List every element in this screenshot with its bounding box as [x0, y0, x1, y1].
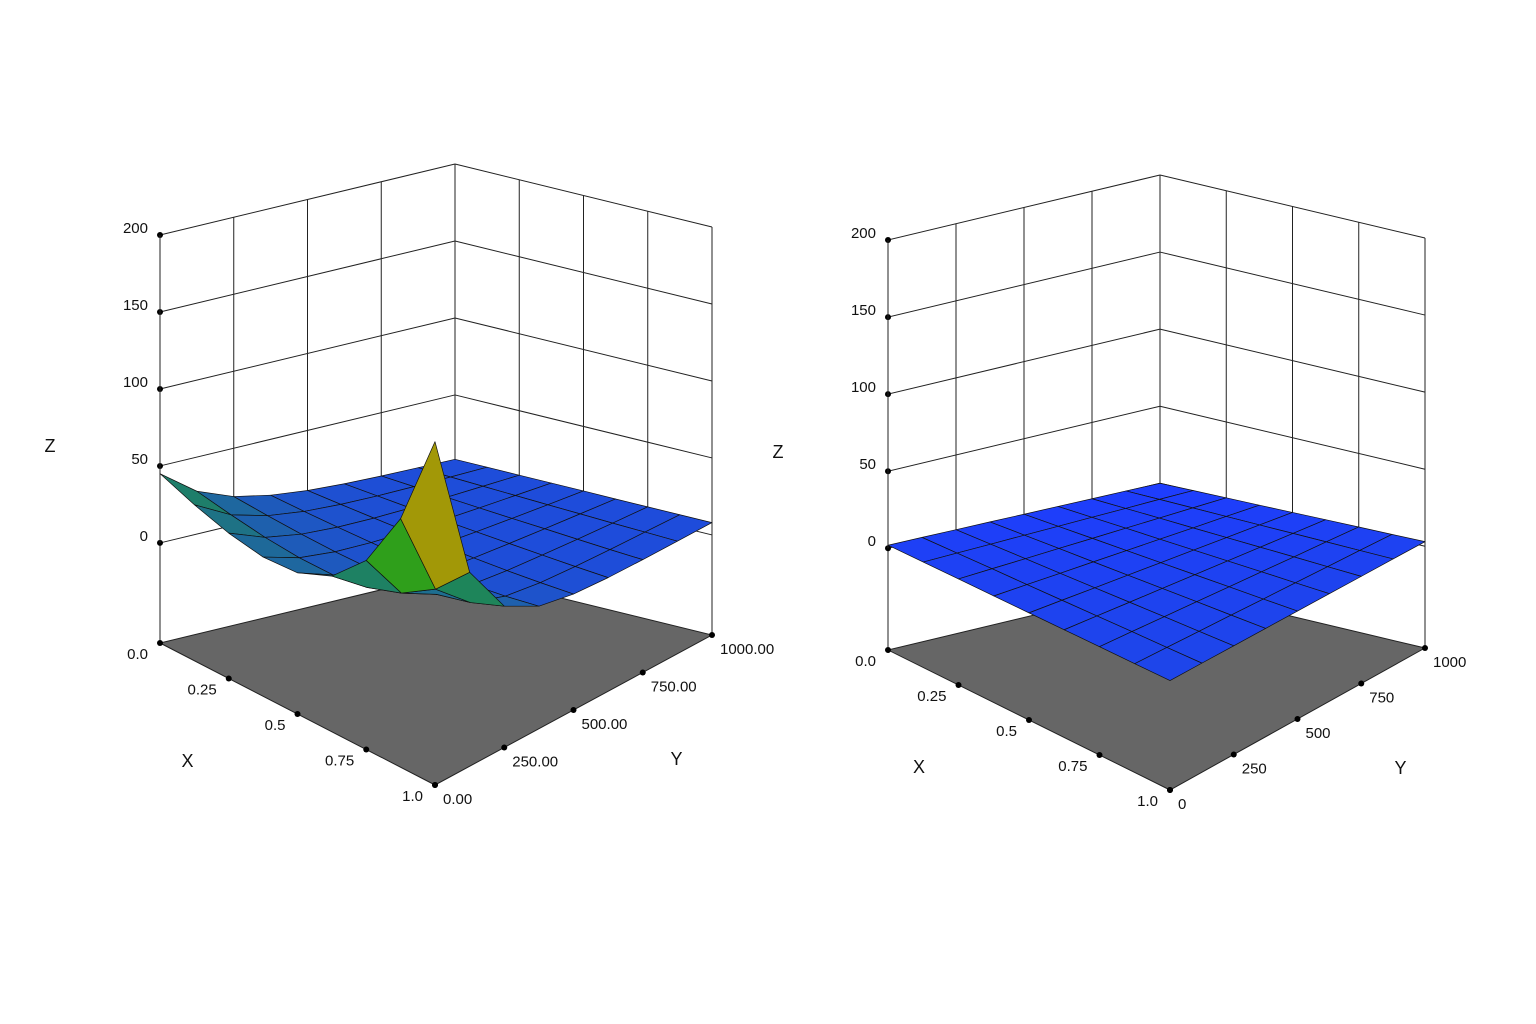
x-tick-label: 0.75 — [1058, 758, 1087, 775]
tick-dot — [1230, 751, 1237, 758]
z-tick-label: 100 — [123, 374, 148, 391]
surface-cell — [159, 473, 232, 516]
surface-cell — [400, 441, 470, 590]
tick-dot — [709, 632, 715, 638]
y-axis-title: Y — [1394, 758, 1406, 778]
x-tick-label: 0.5 — [996, 723, 1017, 740]
surface-cell — [1134, 647, 1203, 681]
x-tick-label: 0.75 — [325, 752, 354, 769]
z-axis-title: Z — [773, 442, 784, 462]
x-tick-label: 1.0 — [402, 788, 423, 805]
tick-dot — [639, 669, 646, 676]
y-tick-label: 1000.00 — [720, 641, 774, 658]
y-tick-label: 0.00 — [443, 791, 472, 808]
tick-dot — [1358, 680, 1365, 687]
tick-dot — [1096, 752, 1103, 758]
y-tick-label: 250.00 — [512, 753, 558, 770]
x-tick-label: 0.0 — [855, 653, 876, 670]
y-tick-label: 250 — [1242, 760, 1267, 777]
y-tick-label: 500.00 — [582, 716, 628, 733]
x-tick-label: 1.0 — [1137, 793, 1158, 810]
tick-dot — [885, 647, 891, 653]
surface-chart: 0 50 100 150 200 0 250 500 750 1000 0.0 0.25 0.5 0.75… — [773, 174, 1466, 813]
tick-dot — [955, 682, 962, 688]
z-tick-label: 50 — [859, 456, 876, 473]
x-axis-title: X — [181, 751, 193, 771]
z-tick-label: 0 — [868, 533, 876, 550]
z-tick-label: 0 — [140, 528, 148, 545]
tick-dot — [225, 675, 232, 682]
x-tick-label: 0.0 — [127, 646, 148, 663]
tick-dot — [1294, 716, 1301, 722]
z-tick-label: 200 — [123, 220, 148, 237]
z-tick-label: 100 — [851, 379, 876, 396]
tick-dot — [363, 746, 370, 753]
tick-dot — [1026, 717, 1032, 723]
z-axis-title: Z — [45, 436, 56, 456]
x-tick-label: 0.5 — [265, 717, 286, 734]
z-tick-label: 50 — [131, 451, 148, 468]
tick-dot — [570, 707, 577, 713]
tick-dot — [1422, 645, 1428, 651]
y-tick-label: 1000 — [1433, 654, 1466, 671]
y-tick-label: 500 — [1306, 725, 1331, 742]
z-tick-label: 150 — [123, 297, 148, 314]
floor — [158, 571, 714, 786]
y-tick-label: 750.00 — [651, 678, 697, 695]
tick-dot — [432, 782, 438, 788]
y-axis-title: Y — [670, 749, 682, 769]
y-tick-label: 0 — [1178, 796, 1186, 813]
surface-chart: 0 50 100 150 200 0.00 250.00 500.00 750.00 1000.0… — [45, 163, 774, 808]
x-tick-label: 0.25 — [188, 681, 217, 698]
x-tick-label: 0.25 — [917, 688, 946, 705]
tick-dot — [294, 711, 301, 717]
z-tick-label: 200 — [851, 225, 876, 242]
tick-dot — [157, 640, 163, 646]
tick-dot — [1167, 787, 1173, 793]
z-tick-label: 150 — [851, 302, 876, 319]
x-axis-title: X — [913, 757, 925, 777]
y-tick-label: 750 — [1369, 689, 1394, 706]
tick-dot — [501, 744, 508, 751]
